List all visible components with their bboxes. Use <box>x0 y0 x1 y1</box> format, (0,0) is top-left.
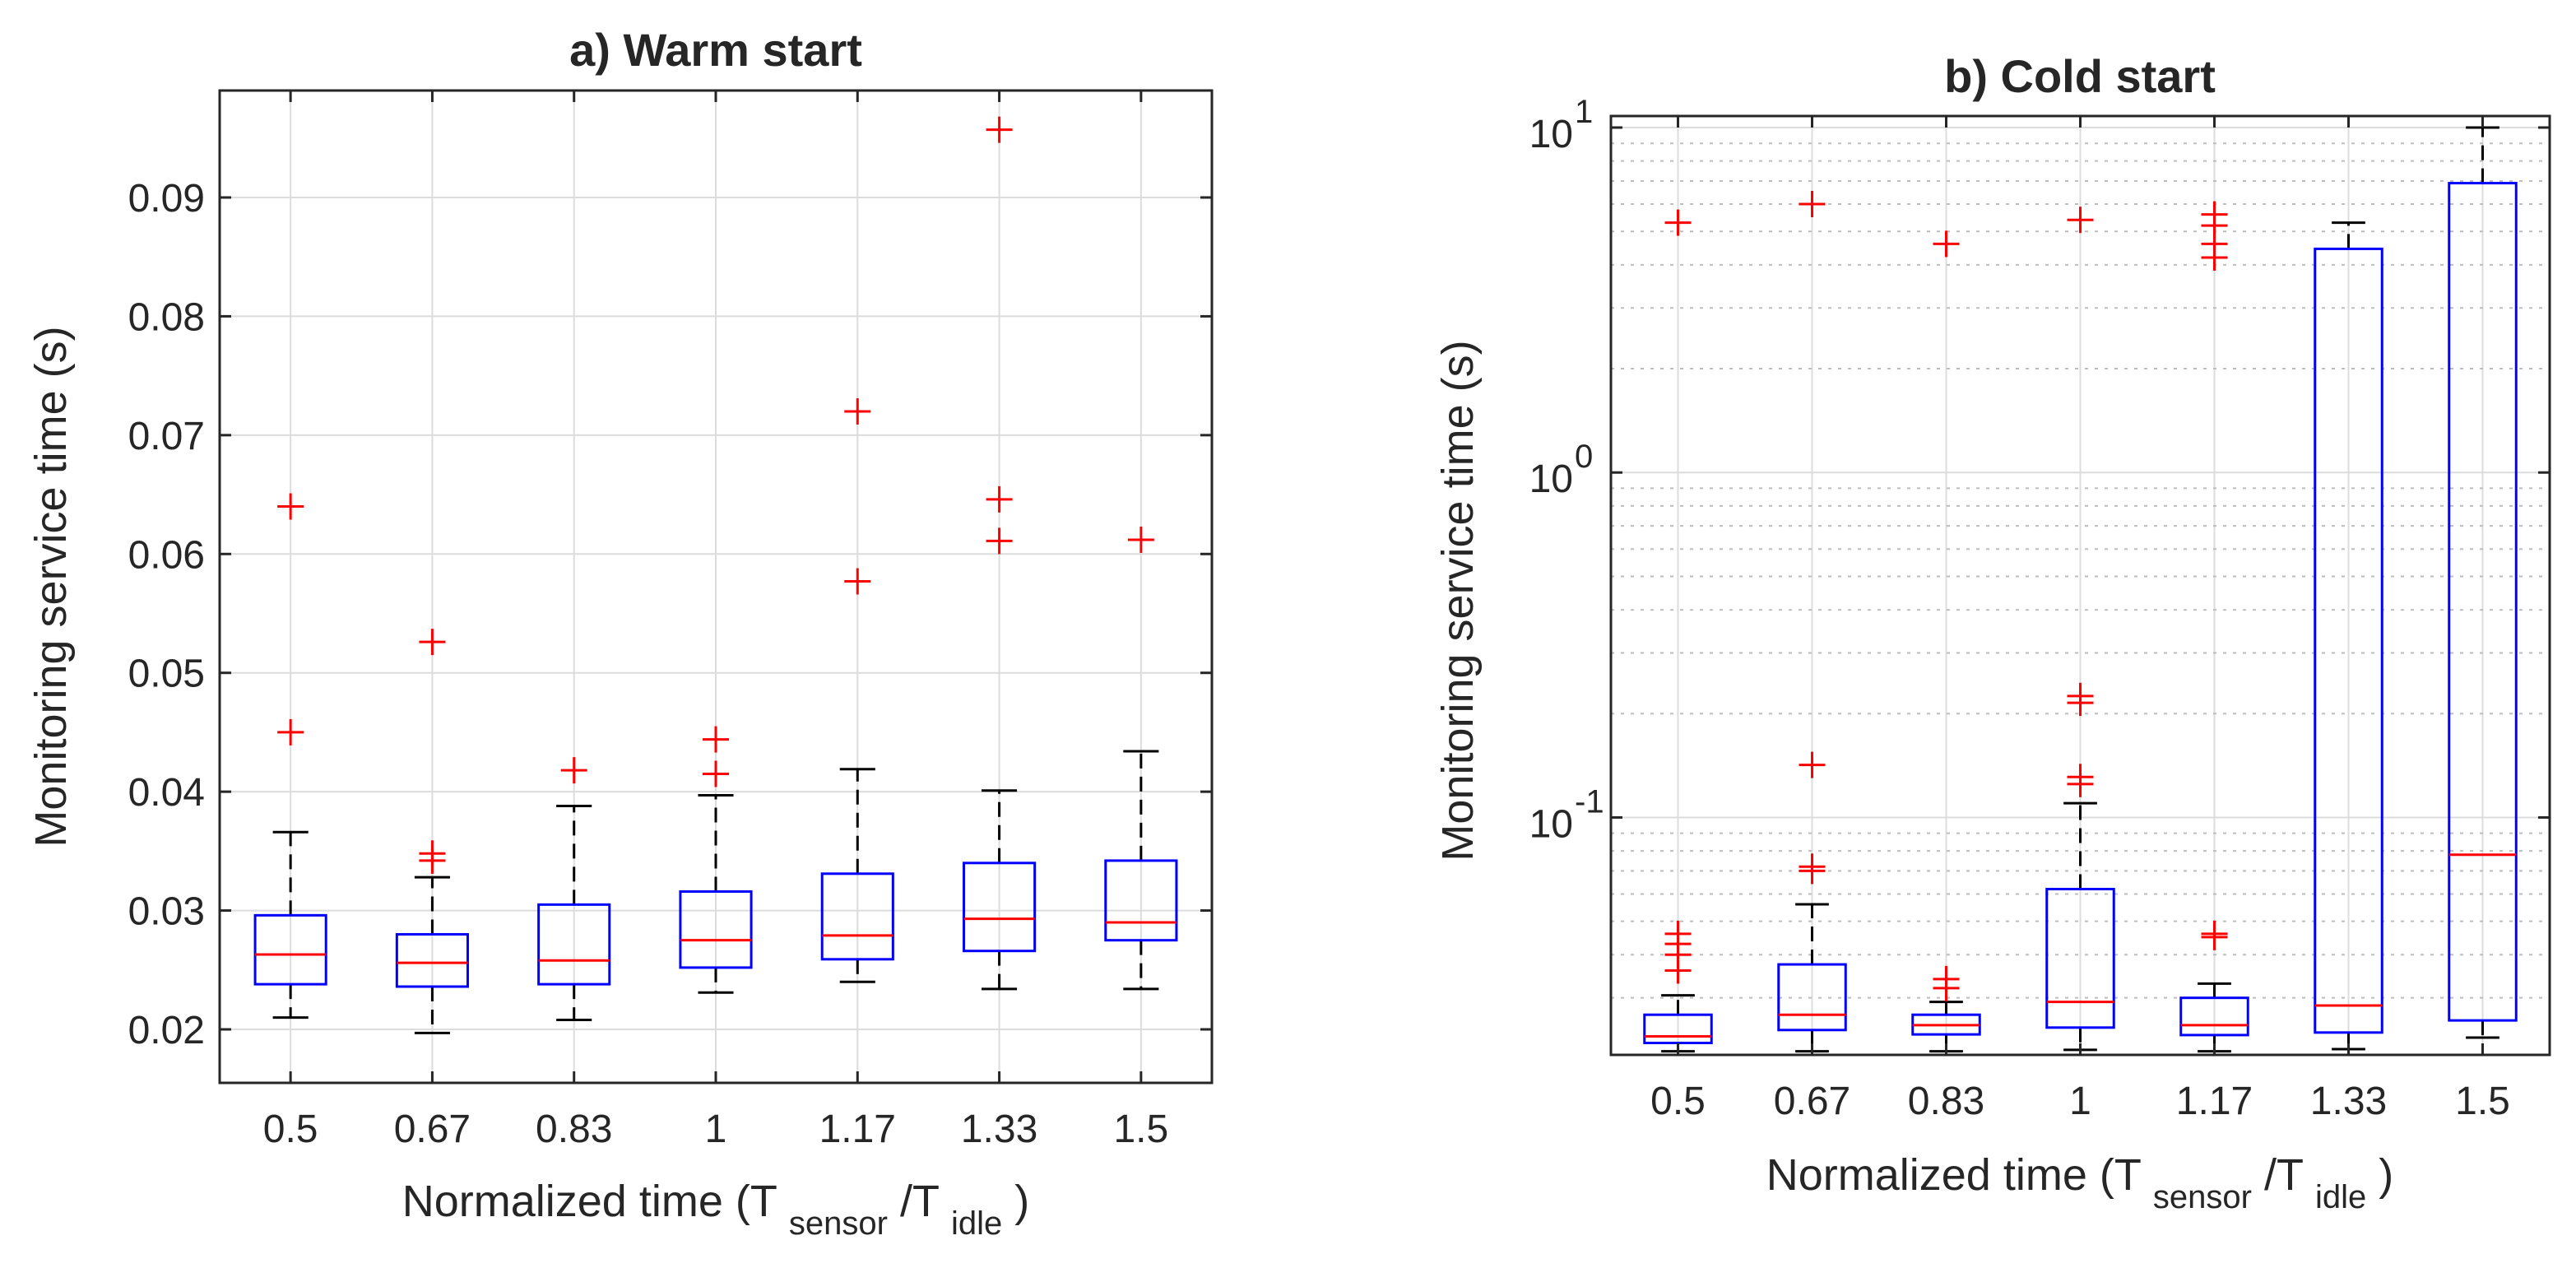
y-tick-label-warm: 0.09 <box>128 177 205 221</box>
x-tick-label-cold: 0.83 <box>1908 1080 1984 1123</box>
x-tick-label-warm: 1.17 <box>819 1108 896 1151</box>
iqr-box <box>2179 996 2249 1037</box>
y-tick-label-warm: 0.06 <box>128 533 205 577</box>
y-tick-label-warm: 0.05 <box>128 653 205 696</box>
iqr-box <box>1777 963 1847 1032</box>
iqr-box <box>1643 1013 1713 1044</box>
outlier-marker <box>2067 682 2094 709</box>
outlier-marker <box>1127 526 1154 553</box>
iqr-box <box>1104 859 1178 942</box>
outlier-marker <box>277 718 304 745</box>
iqr-box <box>2045 888 2115 1029</box>
y-tick-label-cold: 10 <box>1529 802 1573 846</box>
outlier-marker <box>1799 853 1826 880</box>
chart-title-warm-start: a) Warm start <box>569 24 862 76</box>
box-warm-2 <box>537 757 611 1021</box>
iqr-box <box>253 913 327 986</box>
outlier-marker <box>986 485 1013 513</box>
y-tick-label-warm: 0.08 <box>128 295 205 339</box>
iqr-box <box>2448 182 2518 1022</box>
x-tick-label-cold: 0.5 <box>1650 1080 1706 1123</box>
box-warm-3 <box>679 726 753 994</box>
y-tick-exponent-cold: 1 <box>1575 94 1593 130</box>
x-tick-label-warm: 1.5 <box>1113 1108 1168 1151</box>
outlier-marker <box>1664 920 1692 947</box>
outlier-marker <box>703 760 729 787</box>
iqr-box <box>963 862 1037 953</box>
y-tick-label-cold: 10 <box>1529 458 1573 501</box>
outlier-marker <box>2201 920 2228 947</box>
x-axis-label-cold-start: Normalized time (T sensor /T idle ) <box>1766 1150 2394 1218</box>
outlier-marker <box>2201 201 2228 228</box>
box-cold-6 <box>2448 126 2518 1039</box>
y-tick-label-warm: 0.07 <box>128 415 205 458</box>
outlier-marker <box>986 527 1013 555</box>
outlier-marker <box>1664 209 1692 236</box>
box-warm-0 <box>253 493 327 1020</box>
outlier-marker <box>419 629 446 656</box>
outlier-marker <box>277 493 304 520</box>
box-warm-1 <box>395 629 470 1034</box>
outlier-marker <box>560 757 587 784</box>
ticks-warm-start: 0.02 0.03 0.04 0.05 0.06 0.07 0.08 0.09 0.5 0.67 0… <box>128 91 1212 1151</box>
box-warm-4 <box>820 397 894 983</box>
x-tick-label-warm: 1 <box>705 1108 727 1151</box>
x-tick-label-cold: 1.5 <box>2455 1080 2510 1123</box>
x-tick-label-cold: 1.33 <box>2310 1080 2387 1123</box>
outlier-marker <box>703 726 729 753</box>
y-axis-label-cold-start: Monitoring service time (s) <box>1433 340 1483 861</box>
y-tick-exponent-cold: -1 <box>1575 783 1604 820</box>
chart-title-cold-start: b) Cold start <box>1944 50 2216 102</box>
x-tick-label-warm: 0.83 <box>536 1108 612 1151</box>
x-tick-label-warm: 0.67 <box>394 1108 471 1151</box>
iqr-box <box>537 903 611 986</box>
outlier-marker <box>986 116 1013 143</box>
outlier-marker <box>844 568 871 595</box>
y-axis-label-warm-start: Monitoring service time (s) <box>26 326 76 847</box>
panel-warm-start: 0.02 0.03 0.04 0.05 0.06 0.07 0.08 0.09 0.5 0.67 0… <box>26 24 1214 1244</box>
x-tick-label-cold: 1.17 <box>2176 1080 2253 1123</box>
outlier-marker <box>2067 764 2094 791</box>
x-axis-label-warm-start: Normalized time (T sensor /T idle ) <box>402 1177 1030 1244</box>
outlier-marker <box>1799 751 1826 778</box>
iqr-box <box>395 932 470 988</box>
outlier-marker <box>2067 207 2094 234</box>
outlier-marker <box>1933 965 1960 992</box>
grid-cold-start <box>1611 116 2550 1055</box>
box-warm-5 <box>963 116 1037 991</box>
box-cold-2 <box>1911 230 1981 1053</box>
iqr-box <box>2314 247 2383 1034</box>
y-tick-label-warm: 0.02 <box>128 1009 205 1052</box>
y-tick-label-warm: 0.03 <box>128 890 205 934</box>
outlier-marker <box>1799 191 1826 218</box>
y-tick-label-warm: 0.04 <box>128 771 205 815</box>
outlier-marker <box>844 397 871 425</box>
x-tick-label-warm: 1.33 <box>961 1108 1037 1151</box>
y-tick-exponent-cold: 0 <box>1575 439 1593 475</box>
x-tick-label-cold: 1 <box>2069 1080 2091 1123</box>
box-cold-3 <box>2045 207 2115 1052</box>
boxes-warm-start <box>253 116 1178 1034</box>
x-tick-label-warm: 0.5 <box>263 1108 318 1151</box>
grid-warm-start <box>220 91 1212 1083</box>
box-warm-6 <box>1104 526 1178 991</box>
iqr-box <box>820 872 894 961</box>
outlier-marker <box>1933 230 1960 258</box>
outlier-marker <box>419 840 446 867</box>
box-cold-4 <box>2179 201 2249 1053</box>
y-tick-label-cold: 10 <box>1529 113 1573 156</box>
iqr-box <box>679 889 753 969</box>
x-tick-label-cold: 0.67 <box>1774 1080 1850 1123</box>
